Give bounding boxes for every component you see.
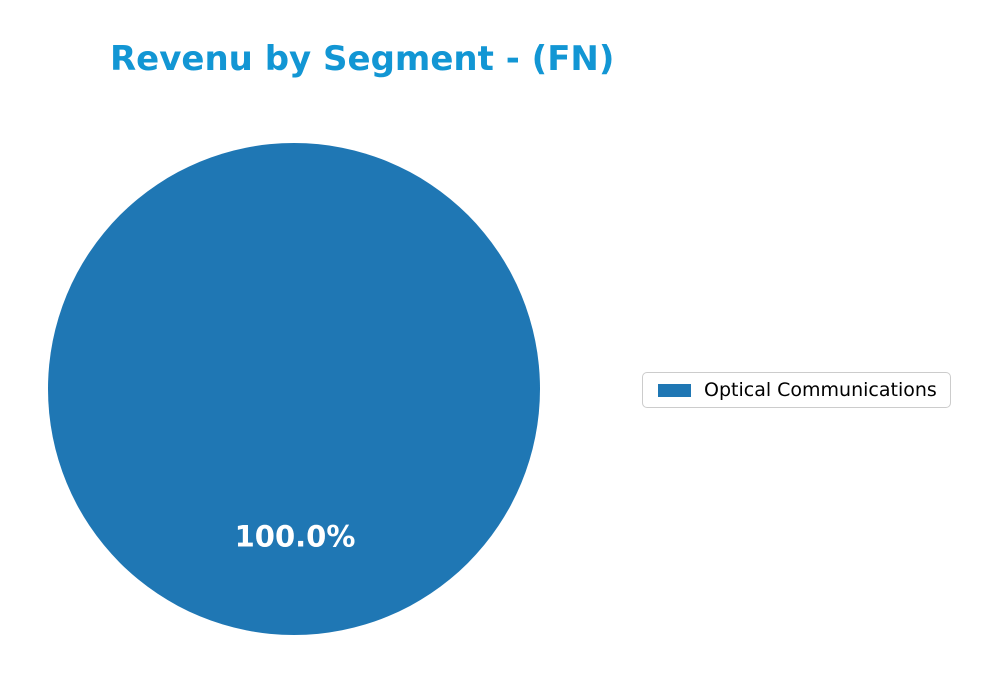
legend-item: Optical Communications (658, 378, 938, 401)
legend-swatch (658, 383, 691, 397)
pie-percentage-label: 100.0% (234, 519, 356, 554)
pie-slice-optical-communications (48, 143, 540, 635)
legend-label: Optical Communications (704, 378, 937, 401)
chart-title: Revenu by Segment - (FN) (110, 39, 615, 79)
legend: Optical Communications (642, 372, 951, 408)
